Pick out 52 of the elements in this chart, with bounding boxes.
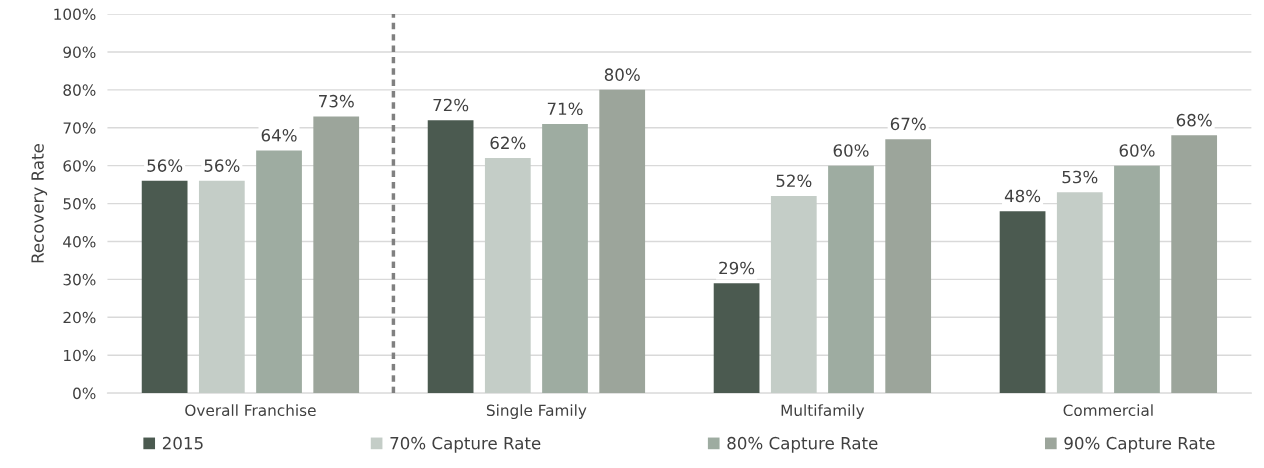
- data-label: 72%: [433, 98, 469, 112]
- bar: [599, 89, 646, 394]
- x-tick-label: Multifamily: [781, 404, 865, 420]
- data-label: 80%: [604, 68, 640, 81]
- data-label: 68%: [1176, 113, 1212, 127]
- y-tick-label: 100%: [54, 8, 96, 21]
- data-label: 60%: [1119, 144, 1155, 157]
- data-label: 60%: [833, 144, 869, 157]
- y-tick-label: 10%: [64, 349, 96, 362]
- data-label: 56%: [147, 159, 183, 172]
- bar: [1114, 165, 1160, 394]
- bar: [141, 180, 188, 394]
- data-label: 67%: [890, 117, 926, 131]
- y-tick-label: 0%: [73, 387, 96, 400]
- bar: [484, 158, 531, 394]
- x-tick-label: Single Family: [486, 404, 587, 420]
- y-tick-label: 40%: [63, 235, 96, 248]
- bar: [427, 120, 474, 394]
- y-tick-label: 50%: [63, 198, 96, 210]
- bar: [713, 283, 760, 394]
- bar: [542, 123, 588, 394]
- bar: [999, 211, 1046, 394]
- data-label: 62%: [490, 136, 526, 150]
- data-label: 52%: [776, 174, 812, 188]
- legend-label: 2015: [162, 436, 203, 450]
- y-tick-label: 20%: [63, 311, 96, 324]
- legend-label: 90% Capture Rate: [1064, 436, 1215, 453]
- bar: [1056, 192, 1103, 394]
- y-tick-label: 70%: [63, 122, 96, 134]
- data-label: 53%: [1062, 170, 1098, 184]
- bar: [828, 165, 874, 394]
- legend-label: 80% Capture Rate: [727, 436, 878, 453]
- y-tick-label: 90%: [63, 46, 96, 58]
- y-tick-label: 30%: [63, 273, 96, 286]
- x-tick-label: Commercial: [1063, 404, 1153, 417]
- data-label: 73%: [319, 94, 354, 108]
- x-tick-label: Overall Franchise: [185, 404, 316, 417]
- bar: [313, 116, 360, 394]
- bar: [1171, 135, 1218, 394]
- y-tick-label: 80%: [63, 84, 96, 96]
- data-label: 64%: [261, 128, 297, 142]
- bar: [770, 196, 817, 394]
- bar: [885, 139, 932, 394]
- y-axis-title: Recovery Rate: [31, 144, 48, 263]
- data-label: 71%: [547, 102, 583, 116]
- data-label: 48%: [1004, 189, 1041, 203]
- y-tick-label: 60%: [63, 160, 96, 172]
- bar: [198, 180, 245, 394]
- bar: [256, 150, 302, 394]
- legend-label: 70% Capture Rate: [390, 436, 541, 453]
- data-label: 29%: [719, 261, 755, 275]
- data-label: 56%: [204, 159, 240, 172]
